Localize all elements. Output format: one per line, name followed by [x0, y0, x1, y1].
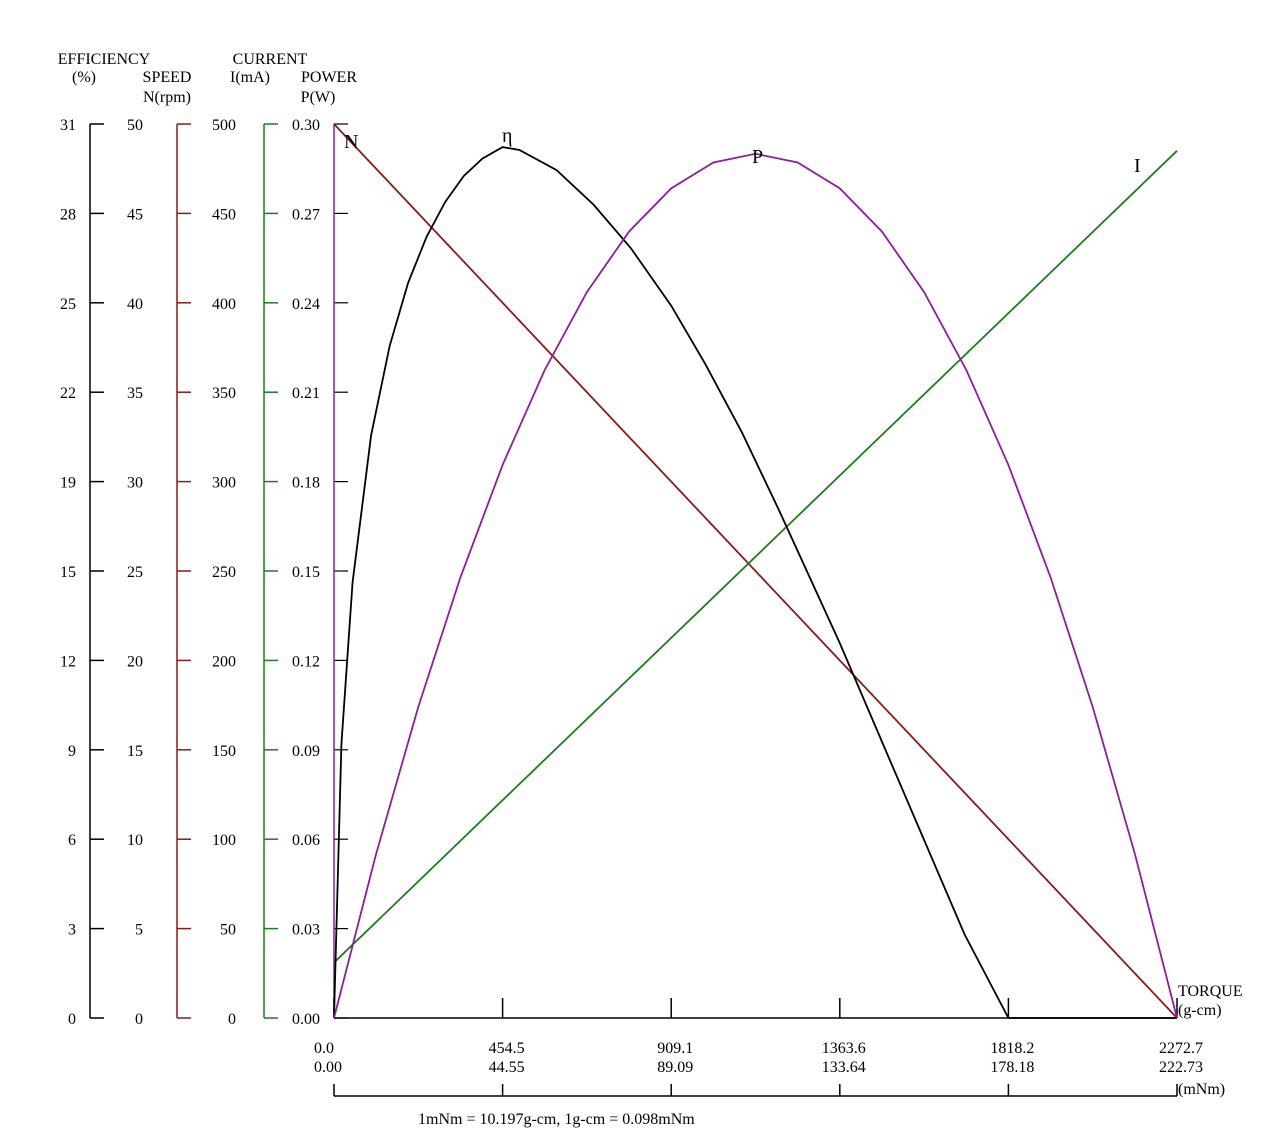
x-tick-label-mnm: 222.73 — [1159, 1059, 1203, 1076]
y-tick-label-2: 300 — [212, 475, 236, 492]
x-tick-label-gcm: 0.0 — [314, 1040, 334, 1057]
curves-layer — [333, 123, 1178, 1019]
conversion-note: 1mNm = 10.197g-cm, 1g-cm = 0.098mNm — [418, 1111, 695, 1128]
y-tick-label-1: 10 — [127, 832, 143, 849]
y-tick-label-1: 30 — [127, 475, 143, 492]
y-tick-label-3: 0.06 — [292, 832, 320, 849]
y-tick-label-0: 12 — [60, 653, 76, 670]
x-tick-label-gcm: 454.5 — [489, 1040, 525, 1057]
y-tick-label-2: 350 — [212, 385, 236, 402]
y-axis-0: 0 3 6 9 12 15 19 22 25 28 31 — [60, 117, 104, 1028]
y-tick-label-2: 100 — [212, 832, 236, 849]
y-axis-title-1: N(rpm) — [143, 89, 191, 106]
curve-label-n: N — [344, 131, 358, 153]
x-tick-label-mnm: 0.00 — [314, 1059, 342, 1076]
y-tick-label-1: 25 — [127, 564, 143, 581]
y-tick-label-1: 45 — [127, 206, 143, 223]
y-tick-label-3: 0.24 — [292, 296, 320, 313]
y-tick-label-2: 0 — [228, 1011, 236, 1028]
y-tick-label-1: 35 — [127, 385, 143, 402]
y-tick-label-3: 0.00 — [292, 1011, 320, 1028]
y-axis-title-3: POWER — [301, 69, 357, 86]
y-tick-label-0: 0 — [68, 1011, 76, 1028]
y-tick-label-3: 0.27 — [292, 206, 320, 223]
x-tick-label-mnm: 44.55 — [489, 1059, 525, 1076]
y-tick-label-0: 31 — [60, 117, 76, 134]
y-axis-title-0: EFFICIENCY — [58, 51, 151, 68]
y-axis-title-2: I(mA) — [230, 69, 270, 86]
series-line-i — [333, 150, 1178, 964]
y-tick-label-1: 0 — [135, 1011, 143, 1028]
series-line-eta — [333, 146, 1177, 1019]
x-tick-label-gcm: 909.1 — [657, 1040, 693, 1057]
y-axis-title-1: SPEED — [143, 69, 192, 86]
x-tick-label-gcm: 1363.6 — [822, 1040, 866, 1057]
y-tick-label-0: 9 — [68, 743, 76, 760]
y-axis-title-2: CURRENT — [233, 51, 308, 68]
y-tick-label-0: 15 — [60, 564, 76, 581]
x-tick-label-gcm: 1818.2 — [990, 1040, 1034, 1057]
y-tick-label-1: 20 — [127, 653, 143, 670]
y-tick-label-2: 450 — [212, 206, 236, 223]
x-tick-label-mnm: 133.64 — [822, 1059, 866, 1076]
y-tick-label-1: 50 — [127, 117, 143, 134]
x-axis-unit-mnm: (mNm) — [1178, 1081, 1225, 1098]
x-tick-label-mnm: 178.18 — [990, 1059, 1034, 1076]
curve-label-i: I — [1134, 155, 1141, 177]
y-tick-label-3: 0.12 — [292, 653, 320, 670]
y-tick-label-3: 0.30 — [292, 117, 320, 134]
y-tick-label-1: 15 — [127, 743, 143, 760]
x-axis-title: TORQUE — [1178, 983, 1243, 1000]
curve-label-p: P — [752, 146, 763, 168]
y-axis-2: 0 50 100 150 200 250 300 350 400 450 500 — [212, 117, 278, 1028]
y-tick-label-2: 200 — [212, 653, 236, 670]
x-axis-unit-gcm: (g-cm) — [1178, 1002, 1222, 1019]
x-tick-label-mnm: 89.09 — [657, 1059, 693, 1076]
series-line-p — [333, 152, 1178, 1019]
y-tick-label-0: 3 — [68, 922, 76, 939]
y-tick-label-0: 25 — [60, 296, 76, 313]
y-axis-title-3: P(W) — [301, 89, 336, 106]
y-tick-label-3: 0.15 — [292, 564, 320, 581]
y-tick-label-1: 40 — [127, 296, 143, 313]
y-tick-label-2: 400 — [212, 296, 236, 313]
y-axis-title-0: (%) — [72, 69, 96, 86]
y-tick-label-3: 0.21 — [292, 385, 320, 402]
y-tick-label-0: 22 — [60, 385, 76, 402]
y-tick-label-2: 150 — [212, 743, 236, 760]
y-axis-1: 0 5 10 15 20 25 30 35 40 45 50 — [127, 117, 191, 1028]
y-axis-3: 0.00 0.03 0.06 0.09 0.12 0.15 0.18 0.21 0.24 0.27… — [292, 117, 348, 1028]
y-tick-label-2: 50 — [220, 922, 236, 939]
y-tick-label-3: 0.18 — [292, 475, 320, 492]
y-tick-label-3: 0.09 — [292, 743, 320, 760]
y-tick-label-1: 5 — [135, 922, 143, 939]
x-axis: 0.0 0.00 454.5 44.55 909.1 89.09 1363.6 133.64 1… — [314, 998, 1203, 1097]
y-tick-label-2: 250 — [212, 564, 236, 581]
y-tick-label-0: 6 — [68, 832, 76, 849]
axes-layer: 0369121519222528310510152025303540455005… — [60, 117, 1203, 1097]
y-tick-label-0: 19 — [60, 475, 76, 492]
series-line-n — [333, 123, 1178, 1019]
y-tick-label-0: 28 — [60, 206, 76, 223]
y-tick-label-3: 0.03 — [292, 922, 320, 939]
x-tick-label-gcm: 2272.7 — [1159, 1040, 1203, 1057]
curve-label-eta: η — [502, 125, 512, 147]
y-tick-label-2: 500 — [212, 117, 236, 134]
